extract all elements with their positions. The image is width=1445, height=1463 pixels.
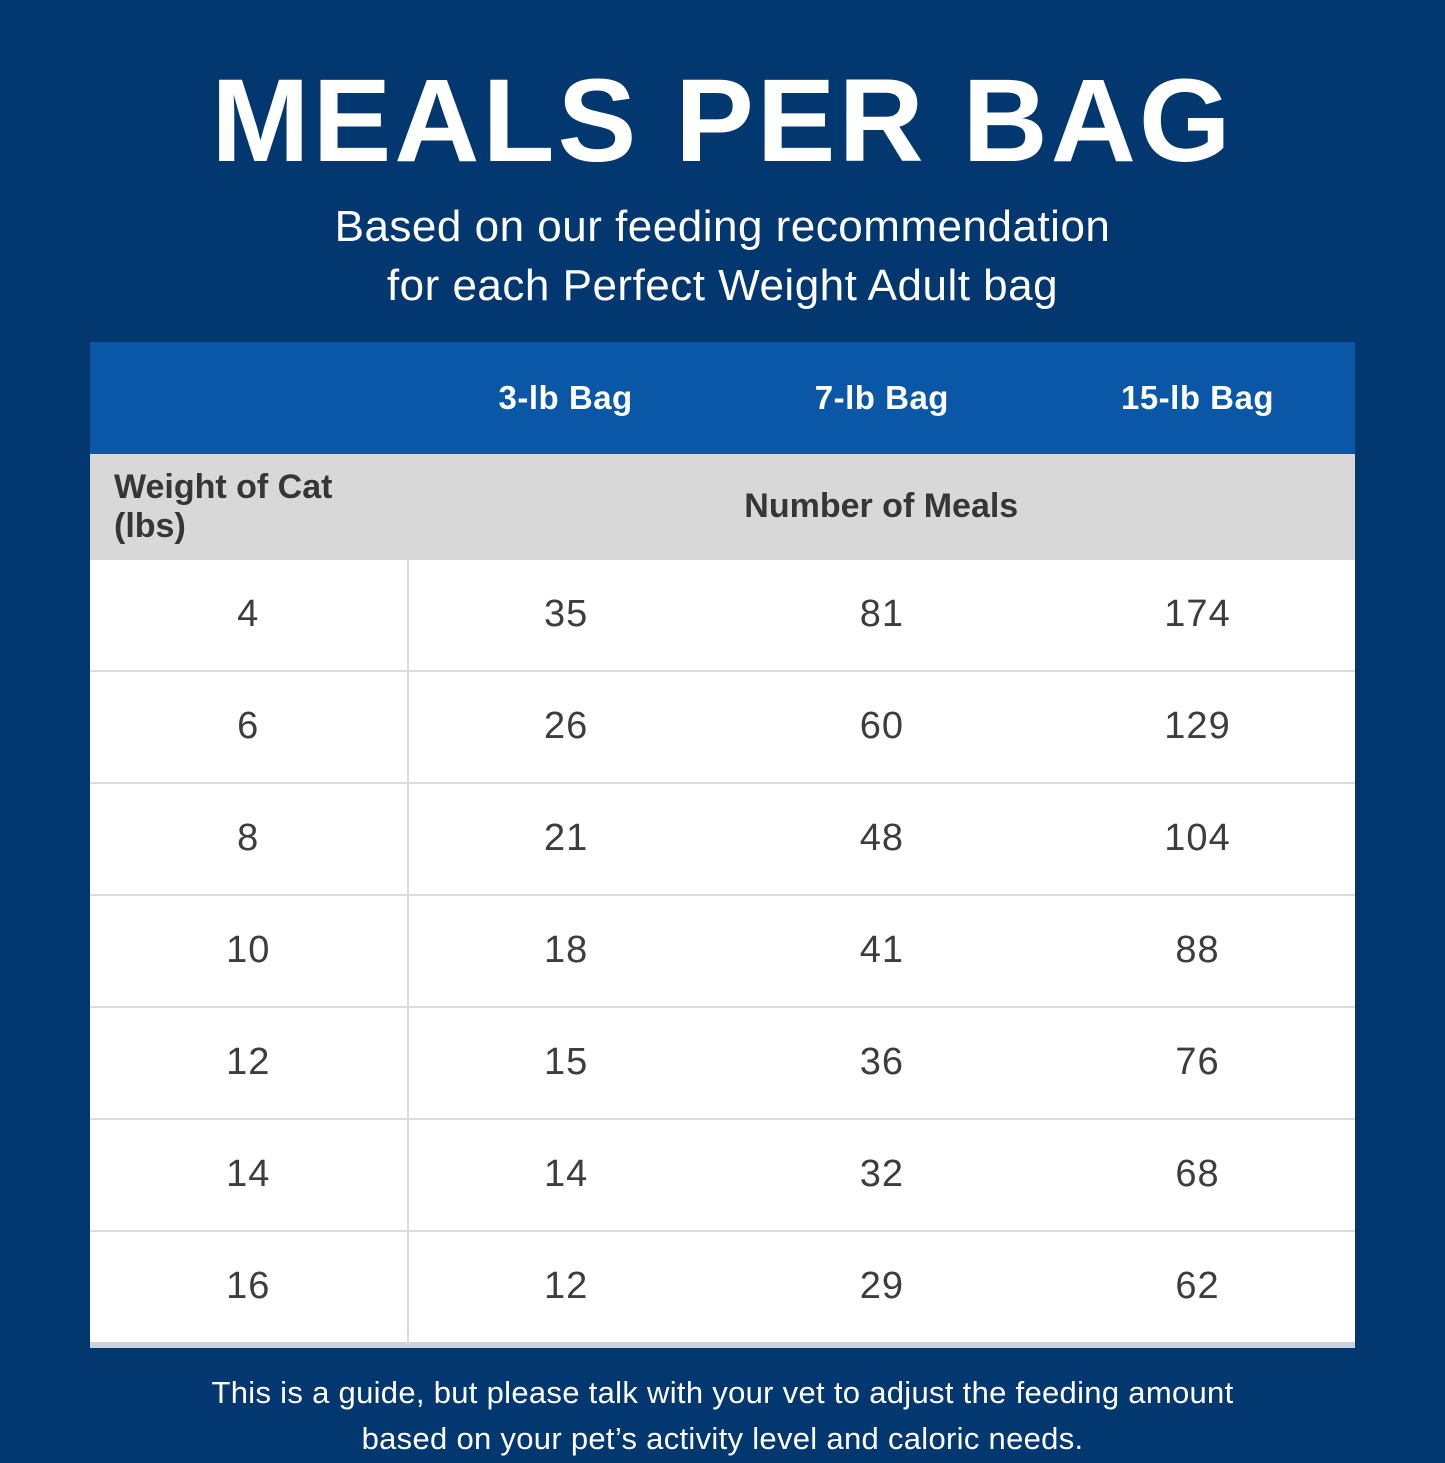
table-row: 8 21 48 104 bbox=[90, 781, 1355, 895]
bag-size-header-row: 3-lb Bag 7-lb Bag 15-lb Bag bbox=[90, 341, 1355, 454]
meals-cell: 15 bbox=[407, 1005, 724, 1119]
bag-header-spacer bbox=[90, 341, 408, 454]
meals-cell: 36 bbox=[723, 1005, 1040, 1119]
meals-cell: 29 bbox=[723, 1229, 1040, 1345]
weight-cell: 10 bbox=[90, 893, 409, 1007]
meals-cell: 174 bbox=[1040, 559, 1355, 671]
weight-cell: 16 bbox=[90, 1229, 409, 1345]
bag-header-15lb: 15-lb Bag bbox=[1040, 341, 1355, 454]
bag-header-3lb: 3-lb Bag bbox=[407, 341, 724, 454]
weight-cell: 4 bbox=[90, 559, 409, 671]
bag-header-7lb: 7-lb Bag bbox=[723, 341, 1040, 454]
page-subtitle: Based on our feeding recommendation for … bbox=[0, 198, 1445, 316]
weight-cell: 14 bbox=[90, 1117, 409, 1231]
meals-cell: 12 bbox=[407, 1229, 724, 1345]
table-row: 4 35 81 174 bbox=[90, 559, 1355, 671]
meals-per-bag-table: 3-lb Bag 7-lb Bag 15-lb Bag Weight of Ca… bbox=[90, 341, 1355, 1348]
meals-cell: 62 bbox=[1040, 1229, 1355, 1345]
meals-cell: 88 bbox=[1040, 893, 1355, 1007]
page-title: MEALS PER BAG bbox=[211, 55, 1234, 187]
table-row: 6 26 60 129 bbox=[90, 669, 1355, 783]
table-row: 14 14 32 68 bbox=[90, 1117, 1355, 1231]
footer-line-1: This is a guide, but please talk with yo… bbox=[211, 1374, 1234, 1410]
meals-cell: 41 bbox=[723, 893, 1040, 1007]
meals-cell: 60 bbox=[723, 669, 1040, 783]
meals-cell: 14 bbox=[407, 1117, 724, 1231]
meals-cell: 35 bbox=[407, 559, 724, 671]
table-row: 12 15 36 76 bbox=[90, 1005, 1355, 1119]
footer-line-2: based on your pet’s activity level and c… bbox=[361, 1421, 1084, 1457]
table-row: 10 18 41 88 bbox=[90, 893, 1355, 1007]
meals-cell: 129 bbox=[1040, 669, 1355, 783]
weight-of-cat-header: Weight of Cat (lbs) bbox=[90, 453, 408, 560]
subheader-row: Weight of Cat (lbs) Number of Meals bbox=[90, 453, 1355, 560]
meals-cell: 21 bbox=[407, 781, 724, 895]
number-of-meals-header: Number of Meals bbox=[407, 453, 1355, 560]
table-row: 16 12 29 62 bbox=[90, 1229, 1355, 1345]
subtitle-line-1: Based on our feeding recommendation bbox=[334, 201, 1111, 251]
meals-cell: 48 bbox=[723, 781, 1040, 895]
meals-cell: 26 bbox=[407, 669, 724, 783]
weight-cell: 12 bbox=[90, 1005, 409, 1119]
weight-cell: 6 bbox=[90, 669, 409, 783]
meals-cell: 76 bbox=[1040, 1005, 1355, 1119]
footer-note: This is a guide, but please talk with yo… bbox=[0, 1370, 1445, 1463]
meals-cell: 104 bbox=[1040, 781, 1355, 895]
meals-cell: 18 bbox=[407, 893, 724, 1007]
meals-cell: 68 bbox=[1040, 1117, 1355, 1231]
subtitle-line-2: for each Perfect Weight Adult bag bbox=[386, 260, 1059, 310]
meals-cell: 81 bbox=[723, 559, 1040, 671]
meals-cell: 32 bbox=[723, 1117, 1040, 1231]
weight-cell: 8 bbox=[90, 781, 409, 895]
